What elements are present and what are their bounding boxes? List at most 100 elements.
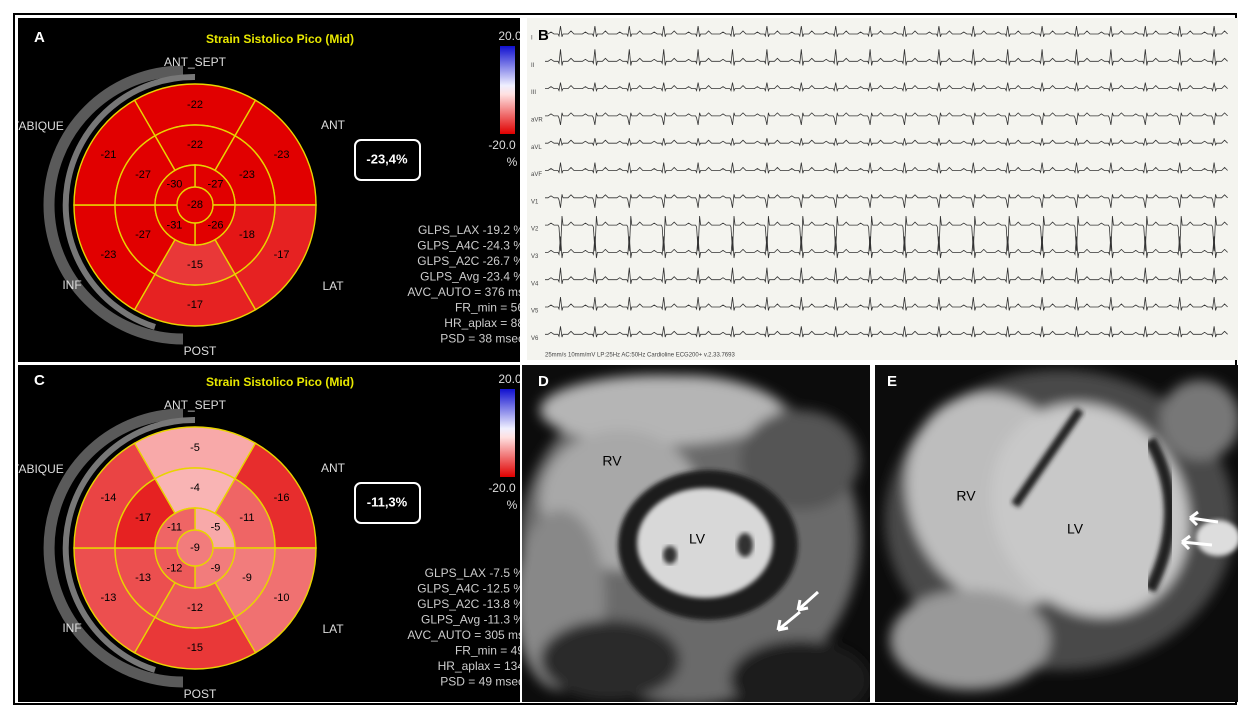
segment-value: -17 — [187, 299, 203, 311]
panel-letter: A — [34, 29, 45, 46]
lead-label: V6 — [531, 336, 539, 342]
region-label: ANT_SEPT — [164, 55, 227, 69]
scale-top: 20.0 — [498, 372, 522, 386]
stat-line: GLPS_A4C -24.3 % — [417, 239, 524, 253]
panel-letter: C — [34, 372, 45, 389]
segment-value: -26 — [208, 219, 224, 231]
lv-label: LV — [1067, 521, 1084, 537]
stat-line: GLPS_LAX -19.2 % — [418, 223, 524, 237]
region-label: LAT — [322, 622, 344, 636]
scale-unit: % — [507, 498, 518, 512]
segment-value: -28 — [187, 199, 203, 211]
segment-value: -23 — [100, 249, 116, 261]
stat-line: PSD = 38 msec — [440, 332, 524, 346]
region-label: ANT_SEPT — [164, 398, 227, 412]
lead-label: aVR — [531, 117, 543, 123]
stat-line: FR_min = 49 — [455, 644, 524, 658]
segment-value: -14 — [100, 492, 116, 504]
region-label: LAT — [322, 279, 344, 293]
lead-label: aVF — [531, 172, 542, 178]
segment-value: -16 — [274, 492, 290, 504]
papillary-muscle — [663, 546, 677, 564]
pericardial-fat — [1196, 520, 1240, 556]
color-scale — [500, 46, 515, 134]
rv-label: RV — [956, 488, 976, 504]
lead-label: V5 — [531, 309, 539, 315]
segment-value: -5 — [190, 442, 200, 454]
region-label: POST — [184, 687, 217, 701]
plot-title: Strain Sistolico Pico (Mid) — [206, 32, 354, 46]
segment-value: -9 — [211, 562, 221, 574]
stat-line: PSD = 49 msec — [440, 675, 524, 689]
segment-value: -18 — [239, 229, 255, 241]
lead-label: V3 — [531, 254, 539, 260]
stat-line: GLPS_Avg -23.4 % — [420, 270, 524, 284]
panel-e — [872, 362, 1240, 702]
scale-unit: % — [507, 155, 518, 169]
segment-value: -4 — [190, 482, 200, 494]
lead-label: III — [531, 90, 536, 96]
region-label: INF — [62, 278, 81, 292]
segment-value: -27 — [208, 178, 224, 190]
lead-label: V1 — [531, 199, 539, 205]
panel-b — [527, 18, 1238, 360]
segment-value: -17 — [135, 512, 151, 524]
stat-line: GLPS_A2C -26.7 % — [417, 254, 524, 268]
segment-value: -22 — [187, 99, 203, 111]
lead-label: V4 — [531, 281, 539, 287]
region-label: ANT — [321, 118, 346, 132]
segment-value: -10 — [274, 592, 290, 604]
scale-bottom: -20.0 — [488, 138, 516, 152]
segment-value: -5 — [211, 521, 221, 533]
lead-label: aVL — [531, 145, 542, 151]
scale-top: 20.0 — [498, 29, 522, 43]
segment-value: -31 — [167, 219, 183, 231]
panel-letter: B — [538, 27, 549, 44]
stat-line: FR_min = 56 — [455, 301, 524, 315]
global-strain: -23,4% — [366, 151, 408, 166]
panel-letter: E — [887, 373, 897, 390]
segment-value: -17 — [274, 249, 290, 261]
stat-line: AVC_AUTO = 376 ms — [407, 285, 524, 299]
region-label: TABIQUE — [12, 462, 64, 476]
segment-value: -30 — [167, 178, 183, 190]
stat-line: HR_aplax = 134 — [438, 659, 525, 673]
region-label: POST — [184, 344, 217, 358]
stat-line: GLPS_Avg -11.3 % — [421, 613, 524, 627]
stat-line: GLPS_LAX -7.5 % — [425, 566, 525, 580]
color-scale — [500, 389, 515, 477]
segment-value: -23 — [239, 169, 255, 181]
segment-value: -23 — [274, 149, 290, 161]
ecg-footer: 25mm/s 10mm/mV LP:25Hz AC:50Hz Cardiolin… — [545, 353, 735, 359]
segment-value: -27 — [135, 169, 151, 181]
segment-value: -12 — [167, 562, 183, 574]
stat-line: HR_aplax = 88 — [444, 316, 524, 330]
segment-value: -15 — [187, 259, 203, 271]
segment-value: -9 — [190, 542, 200, 554]
segment-value: -13 — [100, 592, 116, 604]
lead-label: V2 — [531, 227, 539, 233]
region-label: INF — [62, 621, 81, 635]
segment-value: -12 — [187, 602, 203, 614]
stat-line: GLPS_A4C -12.5 % — [417, 582, 524, 596]
panel-letter: D — [538, 373, 549, 390]
papillary-muscle — [737, 533, 753, 557]
region-label: ANT — [321, 461, 346, 475]
plot-title: Strain Sistolico Pico (Mid) — [206, 375, 354, 389]
segment-value: -11 — [167, 521, 182, 533]
segment-value: -15 — [187, 642, 203, 654]
global-strain: -11,3% — [367, 494, 408, 509]
rv-label: RV — [602, 453, 622, 469]
lv-label: LV — [689, 531, 706, 547]
lead-label: II — [531, 63, 535, 69]
segment-value: -11 — [239, 512, 254, 524]
segment-value: -13 — [135, 572, 151, 584]
stat-line: GLPS_A2C -13.8 % — [417, 597, 524, 611]
segment-value: -22 — [187, 139, 203, 151]
scale-bottom: -20.0 — [488, 481, 516, 495]
segment-value: -27 — [135, 229, 151, 241]
figure: IIIIIIaVRaVLaVFV1V2V3V4V5V625mm/s 10mm/m… — [0, 0, 1242, 706]
stat-line: AVC_AUTO = 305 ms — [407, 628, 524, 642]
region-label: TABIQUE — [12, 119, 64, 133]
segment-value: -9 — [242, 572, 252, 584]
